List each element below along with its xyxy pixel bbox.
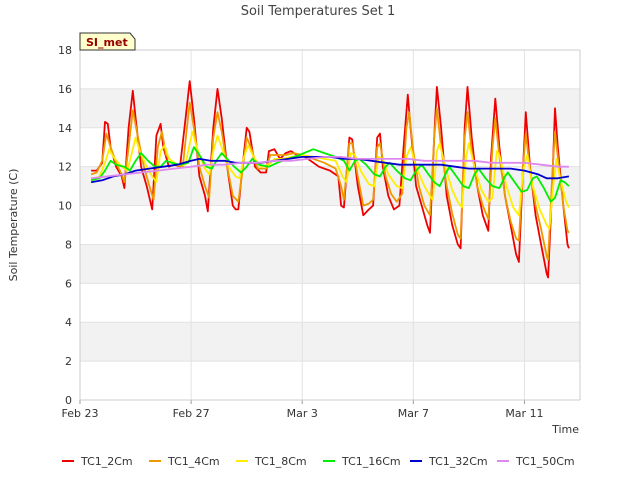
x-tick-label: Mar 11 xyxy=(505,407,543,420)
y-tick-label: 6 xyxy=(65,277,72,290)
y-tick-label: 8 xyxy=(65,238,72,251)
series-lines xyxy=(90,80,570,279)
x-tick-label: Mar 3 xyxy=(287,407,318,420)
grid-band xyxy=(80,166,580,206)
plot-background xyxy=(80,50,580,400)
y-tick-label: 14 xyxy=(58,122,72,135)
y-tick-label: 2 xyxy=(65,355,72,368)
series-line-tc1-16cm xyxy=(90,146,570,203)
legend-label-tc1-16cm: TC1_16Cm xyxy=(341,455,401,468)
legend-label-tc1-2cm: TC1_2Cm xyxy=(80,455,133,468)
series-line-tc1-4cm xyxy=(90,101,570,261)
y-tick-label: 0 xyxy=(65,394,72,407)
x-tick-label: Feb 27 xyxy=(173,407,210,420)
grid-band xyxy=(80,322,580,362)
chart-title: Soil Temperatures Set 1 xyxy=(241,4,396,19)
y-tick-label: 18 xyxy=(58,44,72,57)
axes: 0 2 4 6 8 10 12 14 16 18 Feb 23 Feb 27 Mar 3 Mar 7 Mar… xyxy=(58,44,581,420)
x-tick-label: Feb 23 xyxy=(62,407,99,420)
y-tick-label: 16 xyxy=(58,83,72,96)
legend-label-tc1-8cm: TC1_8Cm xyxy=(254,455,307,468)
series-line-tc1-8cm xyxy=(90,130,570,230)
badge-shape xyxy=(79,32,136,51)
y-axis-label: Soil Temperature (C) xyxy=(7,169,20,282)
grid-band xyxy=(80,88,580,128)
legend-label-tc1-50cm: TC1_50Cm xyxy=(515,455,575,468)
badge-label: SI_met xyxy=(86,36,128,49)
badge: SI_met xyxy=(79,32,136,51)
legend-label-tc1-4cm: TC1_4Cm xyxy=(167,455,220,468)
y-tick-label: 12 xyxy=(58,161,72,174)
x-axis-label: Time xyxy=(551,423,579,436)
grid-band xyxy=(80,244,580,284)
series-line-tc1-50cm xyxy=(90,156,569,180)
y-tick-label: 4 xyxy=(65,316,72,329)
legend: TC1_2Cm TC1_4Cm TC1_8Cm TC1_16Cm TC1_32Cm TC1… xyxy=(62,455,575,468)
legend-label-tc1-32cm: TC1_32Cm xyxy=(428,455,488,468)
y-tick-label: 10 xyxy=(58,200,72,213)
x-tick-label: Mar 7 xyxy=(398,407,429,420)
